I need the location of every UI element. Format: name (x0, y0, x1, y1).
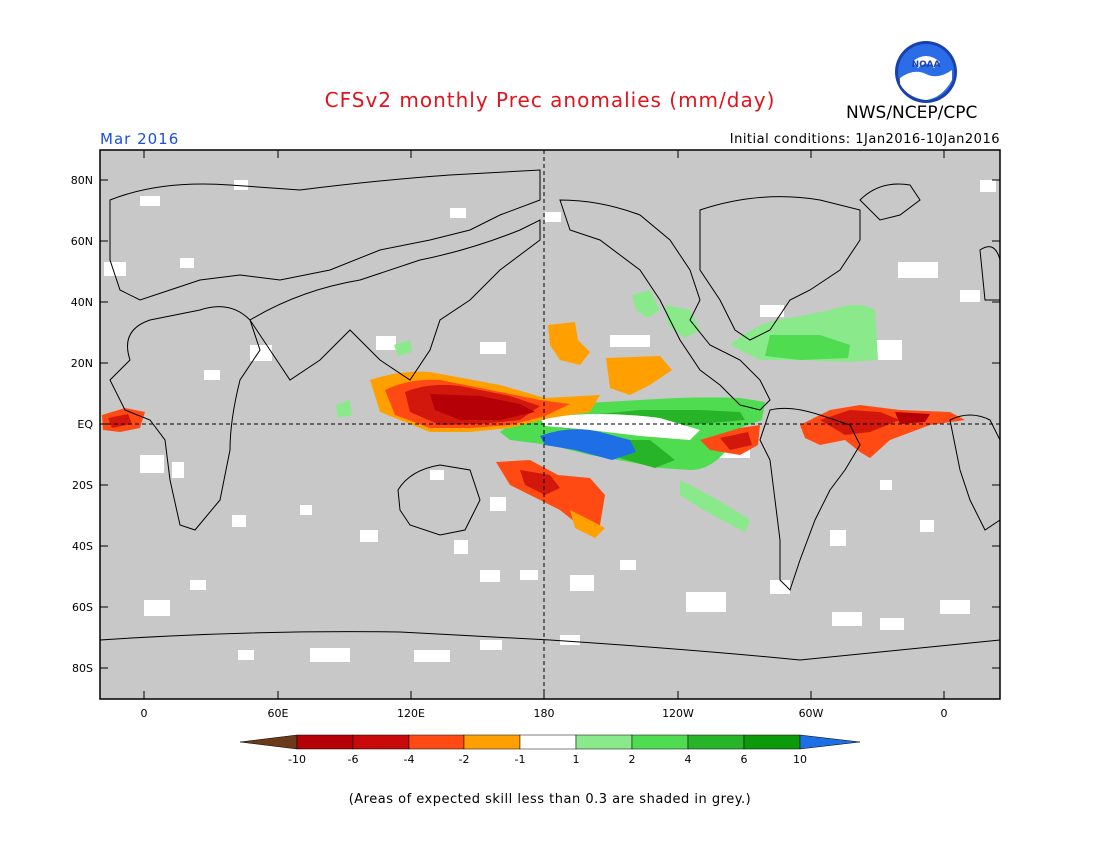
initial-conditions: Initial conditions: 1Jan2016-10Jan2016 (729, 132, 1000, 147)
chart-title: CFSv2 monthly Prec anomalies (mm/day) (324, 88, 776, 112)
longitude-axis: 0 60E 120E 180 120W 60W 0 (141, 150, 948, 720)
lat-label-20s: 20S (72, 479, 93, 492)
colorbar-label-4: -2 (459, 753, 470, 766)
lon-label-0-west: 0 (141, 707, 148, 720)
lon-label-60w: 60W (799, 707, 824, 720)
colorbar-bin-3 (408, 734, 465, 750)
noaa-logo-text: NOAA (912, 60, 941, 70)
colorbar-label-9: 6 (741, 753, 748, 766)
lat-label-20n: 20N (71, 357, 93, 370)
colorbar-label-2: -6 (348, 753, 359, 766)
colorbar-bin-2 (352, 734, 410, 750)
lon-label-60e: 60E (268, 707, 289, 720)
lat-label-60s: 60S (72, 601, 93, 614)
colorbar-bin-4 (463, 734, 521, 750)
lat-label-80s: 80S (72, 662, 93, 675)
lat-label-80n: 80N (71, 174, 93, 187)
lon-label-0-east: 0 (941, 707, 948, 720)
lat-label-40s: 40S (72, 540, 93, 553)
lon-label-120e: 120E (397, 707, 425, 720)
lat-label-40n: 40N (71, 296, 93, 309)
colorbar-bin-7 (631, 734, 689, 750)
colorbar-label-6: 1 (573, 753, 580, 766)
agency-label: NWS/NCEP/CPC (846, 103, 978, 123)
colorbar-bin-5 (519, 734, 577, 750)
lat-label-eq: EQ (77, 418, 93, 431)
noaa-logo: NOAA (895, 41, 957, 103)
colorbar-bin-9 (743, 734, 801, 750)
tongue-white-core (540, 414, 700, 440)
footnote: (Areas of expected skill less than 0.3 a… (348, 792, 752, 807)
lon-label-120w: 120W (662, 707, 694, 720)
colorbar-left-arrow (239, 734, 298, 750)
coastlines (99, 169, 1001, 661)
latitude-axis: 80N 60N 40N 20N EQ 20S 40S 60S 80S (71, 174, 1000, 675)
colorbar: -10 -6 -4 -2 -1 1 2 4 6 10 (239, 734, 861, 766)
max-positive-anomaly (540, 429, 636, 460)
colorbar-label-3: -4 (404, 753, 415, 766)
colorbar-label-10: 10 (793, 753, 807, 766)
lat-label-60n: 60N (71, 235, 93, 248)
colorbar-bin-6 (575, 734, 633, 750)
colorbar-right-arrow (799, 734, 861, 750)
forecast-month: Mar 2016 (100, 130, 180, 148)
colorbar-bin-8 (687, 734, 745, 750)
colorbar-label-1: -10 (288, 753, 306, 766)
colorbar-bin-1 (296, 734, 354, 750)
colorbar-label-7: 2 (629, 753, 636, 766)
lon-label-180: 180 (534, 707, 555, 720)
negative-anomalies (102, 322, 965, 538)
colorbar-label-5: -1 (515, 753, 526, 766)
colorbar-label-8: 4 (685, 753, 692, 766)
